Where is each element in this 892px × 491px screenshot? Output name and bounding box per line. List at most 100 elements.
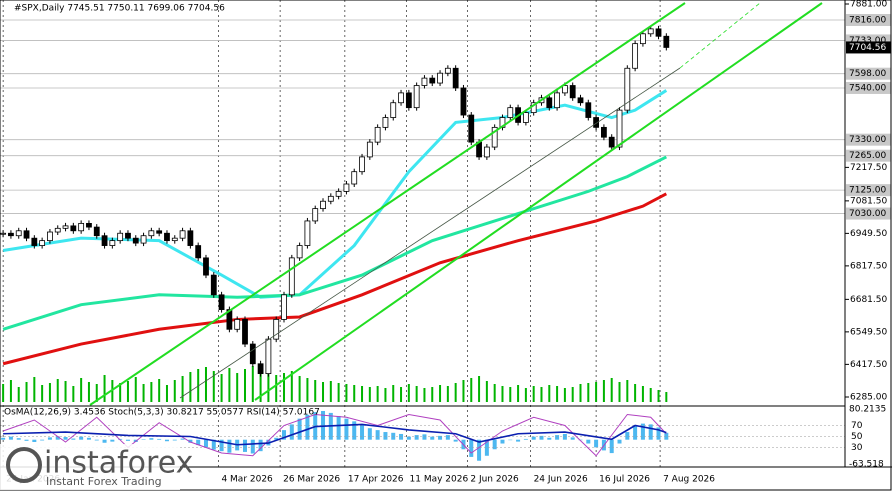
- y-tick-label: 7081.50: [850, 196, 887, 206]
- y-tick-label: 6817.50: [850, 261, 887, 271]
- channel-upper: [89, 2, 686, 406]
- x-tick-label: 11 May 2026: [410, 475, 469, 485]
- candle: [156, 230, 163, 234]
- volume-bar: [2, 384, 5, 402]
- candle: [655, 28, 662, 37]
- watermark-logo: [6, 447, 42, 483]
- candle: [359, 156, 365, 173]
- volume-bar: [165, 385, 168, 402]
- volume-bar: [345, 384, 348, 402]
- volume-bar: [158, 379, 161, 402]
- candle: [522, 112, 529, 123]
- volume-bar: [665, 392, 668, 402]
- osma-bar: [383, 432, 388, 440]
- candle: [483, 146, 490, 158]
- volume-bar: [423, 388, 426, 402]
- y-tick-label: 6949.50: [850, 229, 887, 239]
- candle: [148, 230, 155, 237]
- candle: [421, 77, 428, 86]
- candle: [132, 237, 139, 244]
- osma-bar: [86, 437, 91, 440]
- candle: [601, 126, 607, 138]
- level-box: [846, 149, 891, 162]
- x-tick-label: 16 Jul 2026: [599, 475, 650, 485]
- candle: [288, 257, 295, 296]
- volume-bar: [64, 381, 67, 402]
- osma-bar: [125, 439, 130, 441]
- watermark: instaforex Instant Forex Trading: [0, 444, 193, 490]
- candle: [468, 114, 475, 143]
- candle: [296, 245, 303, 259]
- osma-bar: [289, 424, 294, 440]
- osma-bar: [375, 430, 380, 440]
- volume-bar: [243, 369, 246, 402]
- osma-bar: [141, 439, 146, 440]
- volume-bar: [649, 388, 652, 402]
- level-label: 7330.00: [849, 135, 886, 145]
- osma-bar: [430, 436, 435, 440]
- osma-bar: [352, 421, 357, 440]
- osma-bar: [71, 438, 76, 440]
- osma-bar: [164, 439, 169, 442]
- candle: [444, 67, 451, 74]
- osma-bar: [258, 439, 263, 452]
- candle: [187, 230, 194, 246]
- osc-level-label: 30: [851, 443, 863, 453]
- volume-bar: [532, 386, 535, 402]
- candle: [171, 237, 178, 242]
- osma-bar: [282, 430, 287, 440]
- osma-bar: [500, 439, 505, 444]
- osma-bar: [47, 437, 52, 440]
- level-label: 7816.00: [849, 16, 886, 26]
- osma-bar: [196, 439, 201, 446]
- candle: [234, 319, 241, 330]
- volume-bar: [33, 377, 36, 402]
- last-price-box: [846, 41, 891, 54]
- osma-bar: [79, 436, 84, 440]
- volume-bar: [267, 372, 270, 402]
- candle: [273, 319, 280, 340]
- candle: [616, 109, 623, 148]
- osma-bar: [63, 437, 68, 440]
- candle: [101, 235, 108, 246]
- moving-average: [2, 155, 668, 331]
- volume-bar: [298, 376, 301, 402]
- candle: [15, 230, 22, 237]
- volume-bar: [126, 381, 129, 402]
- channel-lower: [254, 2, 823, 401]
- volume-bar: [251, 366, 254, 402]
- osma-bar: [570, 437, 575, 440]
- candle: [647, 28, 654, 35]
- osma-bar: [609, 439, 614, 454]
- candle: [491, 126, 498, 148]
- volume-bar: [571, 387, 574, 402]
- volume-bar: [212, 371, 215, 402]
- osma-bar: [157, 438, 162, 440]
- osc-tick-label: 80.2135: [849, 405, 886, 415]
- volume-bar: [595, 382, 598, 402]
- y-tick-label: 7881.00: [850, 0, 887, 10]
- volume-bar: [587, 383, 590, 402]
- volume-bar: [220, 374, 223, 402]
- level-label: 7733.00: [849, 36, 886, 46]
- candle: [546, 97, 553, 109]
- osma-bar: [664, 432, 669, 440]
- volume-bar: [462, 380, 465, 402]
- candle: [226, 309, 233, 330]
- candle: [125, 232, 131, 239]
- candle: [413, 85, 420, 109]
- volume-bar: [618, 382, 621, 402]
- volume-bar: [602, 380, 605, 402]
- candle: [374, 126, 381, 143]
- osma-bar: [617, 439, 622, 444]
- candle: [452, 67, 459, 89]
- volume-bar: [400, 387, 403, 402]
- volume-bar: [540, 387, 543, 402]
- candle: [47, 231, 53, 242]
- volume-bar: [626, 380, 629, 402]
- volume-bar: [314, 380, 317, 402]
- osma-bar: [445, 435, 450, 440]
- candle: [351, 171, 358, 185]
- volume-bar: [353, 385, 356, 402]
